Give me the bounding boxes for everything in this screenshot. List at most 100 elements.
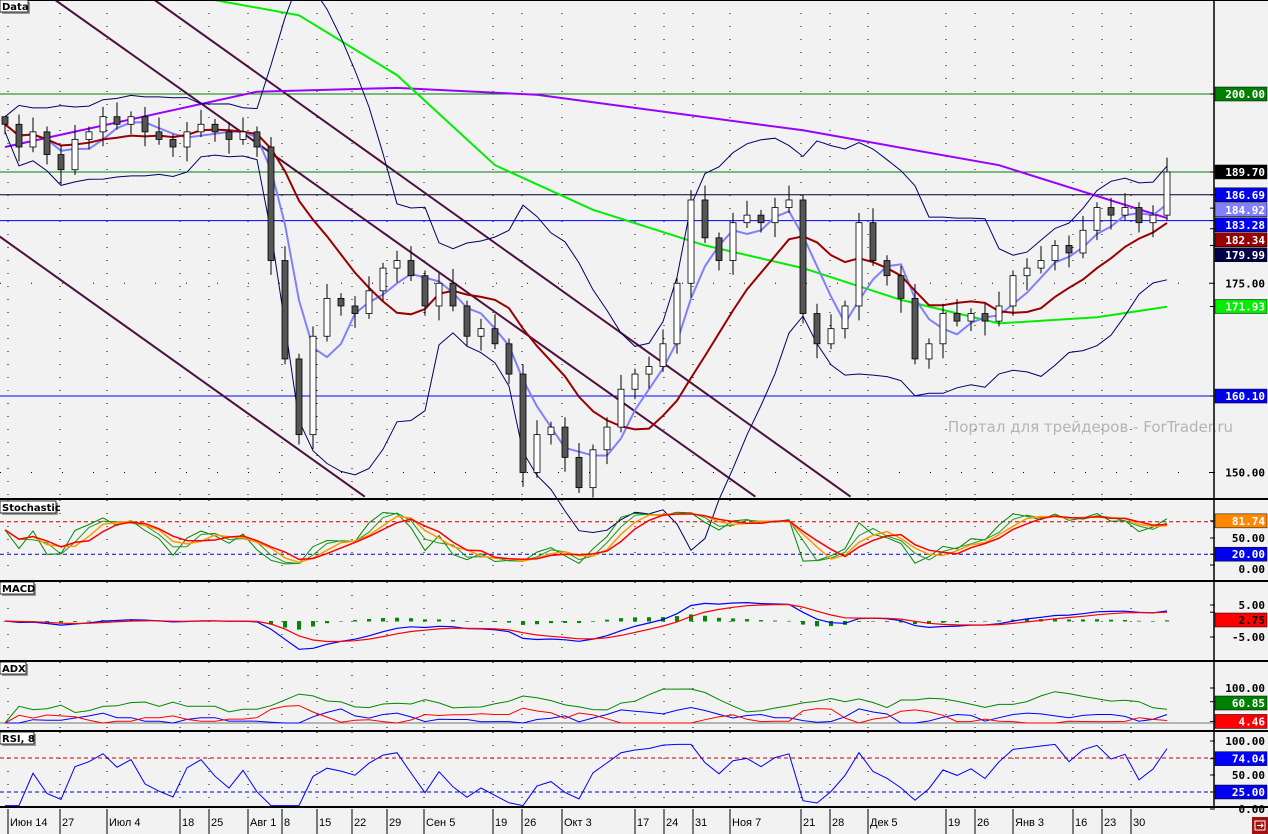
candle bbox=[1093, 207, 1101, 231]
date-label: 29 bbox=[389, 817, 401, 829]
panel-title-macd: MACD bbox=[0, 581, 36, 596]
panel-title-adx-text: ADX bbox=[2, 664, 26, 675]
stochastic-panel[interactable] bbox=[0, 511, 1213, 565]
price-panel[interactable] bbox=[0, 0, 1213, 552]
candle bbox=[645, 366, 653, 375]
stochastic-axis-label: 0.00 bbox=[1239, 563, 1266, 576]
date-label: 19 bbox=[948, 817, 960, 829]
candle bbox=[617, 388, 625, 428]
candle bbox=[533, 434, 541, 473]
candle bbox=[351, 305, 359, 314]
macd-histogram-bar bbox=[619, 618, 623, 622]
macd-histogram-bar bbox=[1137, 620, 1141, 622]
macd-histogram-bar bbox=[1151, 621, 1155, 622]
candle bbox=[1149, 214, 1157, 224]
candle bbox=[253, 131, 261, 148]
price-axis-label: 179.99 bbox=[1225, 249, 1265, 262]
macd-histogram-bar bbox=[283, 621, 287, 628]
trend-line bbox=[0, 235, 366, 498]
macd-panel[interactable] bbox=[3, 601, 1169, 650]
macd-histogram-bar bbox=[745, 619, 749, 622]
stochastic-axis-label: 81.74 bbox=[1232, 515, 1265, 528]
candle bbox=[43, 131, 51, 155]
candle bbox=[225, 131, 233, 140]
date-label: 18 bbox=[182, 817, 194, 829]
macd-histogram-bar bbox=[913, 621, 917, 625]
adx-line bbox=[4, 688, 1168, 724]
stochastic-d-line bbox=[4, 512, 1168, 564]
macd-histogram-bar bbox=[493, 621, 497, 622]
candle bbox=[1121, 207, 1129, 216]
macd-histogram-bar bbox=[801, 621, 805, 625]
price-axis-label-badge bbox=[1214, 247, 1268, 263]
candle bbox=[589, 449, 597, 489]
macd-histogram-bar bbox=[297, 621, 301, 630]
adx-axis-label: 60.85 bbox=[1232, 697, 1265, 710]
macd-histogram-bar bbox=[815, 621, 819, 627]
candle bbox=[897, 275, 905, 299]
candle bbox=[463, 305, 471, 337]
price-axis-label-badge bbox=[1214, 388, 1268, 404]
candle bbox=[127, 116, 135, 125]
date-label: 15 bbox=[319, 817, 331, 829]
macd-histogram-bar bbox=[563, 621, 567, 623]
macd-histogram-bar bbox=[997, 620, 1001, 622]
macd-histogram-bar bbox=[1165, 620, 1169, 622]
macd-histogram-bar bbox=[521, 621, 525, 625]
macd-histogram-bar bbox=[927, 621, 931, 624]
macd-histogram-bar bbox=[731, 618, 735, 622]
macd-signal-line bbox=[4, 603, 1168, 643]
scroll-to-end-button[interactable] bbox=[1252, 817, 1268, 834]
macd-histogram-bar bbox=[1053, 619, 1057, 622]
price-axis-label: 171.93 bbox=[1225, 300, 1265, 313]
candle bbox=[925, 343, 933, 360]
ma-long-line bbox=[4, 86, 1168, 220]
macd-histogram-bar bbox=[549, 621, 553, 624]
rsi-panel[interactable] bbox=[0, 743, 1213, 807]
candle bbox=[99, 116, 107, 133]
bollinger-upper-line bbox=[4, 0, 1168, 347]
price-axis-label-badge bbox=[1214, 232, 1268, 248]
candle bbox=[211, 123, 219, 133]
panel-title-rsi-text: RSI, 8 bbox=[2, 734, 35, 745]
rsi-axis-label: 0.00 bbox=[1239, 803, 1266, 816]
rsi-axis-label: 50.00 bbox=[1232, 769, 1265, 782]
price-axis-label-badge bbox=[1214, 202, 1268, 218]
panel-title-stochastic: Stochastic bbox=[0, 500, 61, 515]
macd-histogram-bar bbox=[717, 617, 721, 622]
candle bbox=[1107, 207, 1115, 216]
date-label: 26 bbox=[977, 817, 989, 829]
date-label: 26 bbox=[524, 817, 536, 829]
candle bbox=[309, 335, 317, 436]
macd-histogram-bar bbox=[591, 621, 595, 622]
candle bbox=[1037, 260, 1045, 269]
stochastic-axis-label-badge bbox=[1214, 546, 1268, 562]
macd-histogram-bar bbox=[829, 621, 833, 627]
macd-histogram-bar bbox=[465, 621, 469, 622]
candle bbox=[393, 260, 401, 269]
rsi-axis-label: 74.04 bbox=[1232, 753, 1265, 766]
macd-histogram-bar bbox=[787, 620, 791, 622]
candle bbox=[1065, 244, 1073, 254]
macd-histogram-bar bbox=[759, 620, 763, 622]
candle bbox=[435, 282, 443, 307]
candle bbox=[155, 131, 163, 140]
macd-histogram-bar bbox=[339, 620, 343, 622]
adx-plus-di-line bbox=[5, 706, 1168, 724]
candle bbox=[183, 131, 191, 148]
macd-histogram-bar bbox=[535, 621, 539, 625]
macd-histogram-bar bbox=[87, 620, 91, 622]
candle bbox=[701, 199, 709, 239]
macd-histogram-bar bbox=[1025, 619, 1029, 622]
candle bbox=[911, 297, 919, 360]
rsi-line bbox=[5, 743, 1168, 807]
candle bbox=[113, 116, 121, 125]
candle bbox=[659, 343, 667, 367]
rsi-axis-label-badge bbox=[1214, 751, 1268, 766]
candle bbox=[519, 373, 527, 473]
date-label: 19 bbox=[495, 817, 507, 829]
adx-panel[interactable] bbox=[0, 688, 1213, 724]
candle bbox=[29, 131, 37, 148]
stochastic-k2-line bbox=[4, 512, 1168, 565]
